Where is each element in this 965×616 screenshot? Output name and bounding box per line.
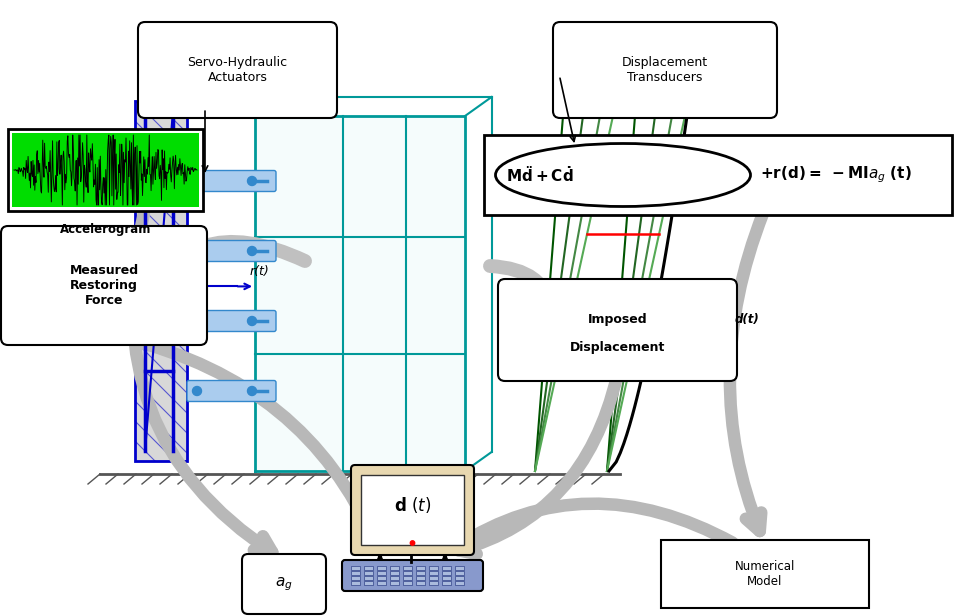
FancyBboxPatch shape [390, 571, 399, 575]
FancyBboxPatch shape [364, 571, 373, 575]
FancyBboxPatch shape [403, 566, 412, 570]
FancyBboxPatch shape [351, 566, 360, 570]
Ellipse shape [495, 144, 751, 206]
FancyBboxPatch shape [484, 135, 952, 215]
FancyBboxPatch shape [187, 310, 276, 331]
FancyBboxPatch shape [455, 566, 464, 570]
Circle shape [247, 386, 257, 395]
FancyBboxPatch shape [390, 566, 399, 570]
Circle shape [410, 541, 415, 545]
Text: Displacement: Displacement [569, 341, 665, 354]
Bar [135, 101, 187, 461]
FancyBboxPatch shape [351, 571, 360, 575]
Text: r(t): r(t) [250, 265, 270, 278]
Circle shape [247, 317, 257, 325]
Text: Numerical
Model: Numerical Model [734, 560, 795, 588]
Circle shape [247, 177, 257, 185]
Text: d(t): d(t) [735, 313, 759, 326]
FancyBboxPatch shape [416, 576, 425, 580]
Circle shape [192, 177, 202, 185]
FancyBboxPatch shape [498, 279, 737, 381]
FancyBboxPatch shape [364, 576, 373, 580]
Text: $\mathbf{+r(d)=\ -MI}$$a_g$$\mathbf{\ (t)}$: $\mathbf{+r(d)=\ -MI}$$a_g$$\mathbf{\ (t… [760, 164, 912, 185]
FancyBboxPatch shape [403, 576, 412, 580]
FancyBboxPatch shape [442, 576, 451, 580]
FancyBboxPatch shape [416, 581, 425, 585]
FancyBboxPatch shape [455, 576, 464, 580]
FancyBboxPatch shape [364, 581, 373, 585]
FancyBboxPatch shape [377, 571, 386, 575]
FancyBboxPatch shape [455, 581, 464, 585]
Circle shape [247, 246, 257, 256]
FancyBboxPatch shape [351, 465, 474, 555]
Text: Displacement
Transducers: Displacement Transducers [621, 56, 708, 84]
FancyBboxPatch shape [390, 576, 399, 580]
FancyBboxPatch shape [138, 22, 337, 118]
FancyBboxPatch shape [429, 571, 438, 575]
Bar [12, 133, 199, 207]
Circle shape [192, 386, 202, 395]
Text: Servo-Hydraulic
Actuators: Servo-Hydraulic Actuators [187, 56, 288, 84]
FancyBboxPatch shape [416, 566, 425, 570]
FancyBboxPatch shape [390, 581, 399, 585]
Text: Measured
Restoring
Force: Measured Restoring Force [69, 264, 139, 307]
FancyBboxPatch shape [1, 226, 207, 345]
FancyBboxPatch shape [442, 566, 451, 570]
FancyBboxPatch shape [442, 571, 451, 575]
Text: $\mathbf{d}$ $(t)$: $\mathbf{d}$ $(t)$ [394, 495, 431, 515]
FancyBboxPatch shape [403, 571, 412, 575]
FancyBboxPatch shape [351, 581, 360, 585]
Circle shape [192, 246, 202, 256]
FancyBboxPatch shape [187, 381, 276, 402]
FancyBboxPatch shape [416, 571, 425, 575]
FancyBboxPatch shape [553, 22, 777, 118]
Text: Accelerogram: Accelerogram [60, 223, 152, 236]
Bar [361, 475, 464, 545]
FancyBboxPatch shape [661, 540, 869, 608]
FancyBboxPatch shape [187, 240, 276, 262]
Text: Imposed: Imposed [588, 313, 648, 326]
Text: $\mathbf{M\ddot{d}+C\dot{d}}$: $\mathbf{M\ddot{d}+C\dot{d}}$ [506, 165, 573, 185]
Text: $a_g$: $a_g$ [275, 575, 292, 593]
Circle shape [192, 317, 202, 325]
FancyBboxPatch shape [377, 576, 386, 580]
FancyBboxPatch shape [455, 571, 464, 575]
Bar [8, 129, 203, 211]
FancyBboxPatch shape [187, 171, 276, 192]
Bar [255, 116, 465, 471]
FancyBboxPatch shape [403, 581, 412, 585]
FancyBboxPatch shape [442, 581, 451, 585]
FancyBboxPatch shape [364, 566, 373, 570]
FancyBboxPatch shape [351, 576, 360, 580]
FancyBboxPatch shape [429, 576, 438, 580]
FancyBboxPatch shape [377, 581, 386, 585]
FancyBboxPatch shape [342, 560, 483, 591]
FancyBboxPatch shape [242, 554, 326, 614]
FancyBboxPatch shape [377, 566, 386, 570]
FancyBboxPatch shape [429, 581, 438, 585]
FancyBboxPatch shape [429, 566, 438, 570]
